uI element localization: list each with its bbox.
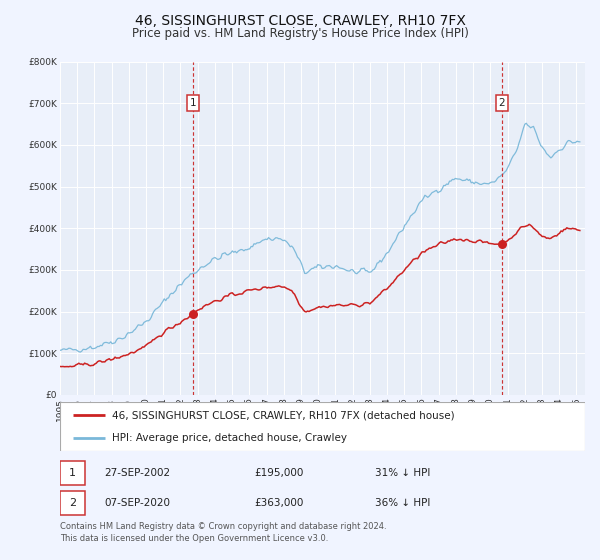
FancyBboxPatch shape [60, 491, 85, 515]
Text: Price paid vs. HM Land Registry's House Price Index (HPI): Price paid vs. HM Land Registry's House … [131, 27, 469, 40]
Text: HPI: Average price, detached house, Crawley: HPI: Average price, detached house, Craw… [113, 433, 347, 444]
Text: 27-SEP-2002: 27-SEP-2002 [104, 468, 171, 478]
Text: 2: 2 [69, 498, 76, 508]
Text: 46, SISSINGHURST CLOSE, CRAWLEY, RH10 7FX: 46, SISSINGHURST CLOSE, CRAWLEY, RH10 7F… [134, 14, 466, 28]
FancyBboxPatch shape [60, 460, 85, 485]
Text: 07-SEP-2020: 07-SEP-2020 [104, 498, 170, 508]
Text: 1: 1 [69, 468, 76, 478]
Text: 46, SISSINGHURST CLOSE, CRAWLEY, RH10 7FX (detached house): 46, SISSINGHURST CLOSE, CRAWLEY, RH10 7F… [113, 410, 455, 421]
Text: 1: 1 [190, 98, 197, 108]
Text: £363,000: £363,000 [254, 498, 304, 508]
Text: 36% ↓ HPI: 36% ↓ HPI [375, 498, 430, 508]
Text: 2: 2 [499, 98, 505, 108]
Text: £195,000: £195,000 [254, 468, 304, 478]
FancyBboxPatch shape [60, 402, 585, 451]
Text: Contains HM Land Registry data © Crown copyright and database right 2024.
This d: Contains HM Land Registry data © Crown c… [60, 522, 386, 543]
Text: 31% ↓ HPI: 31% ↓ HPI [375, 468, 430, 478]
